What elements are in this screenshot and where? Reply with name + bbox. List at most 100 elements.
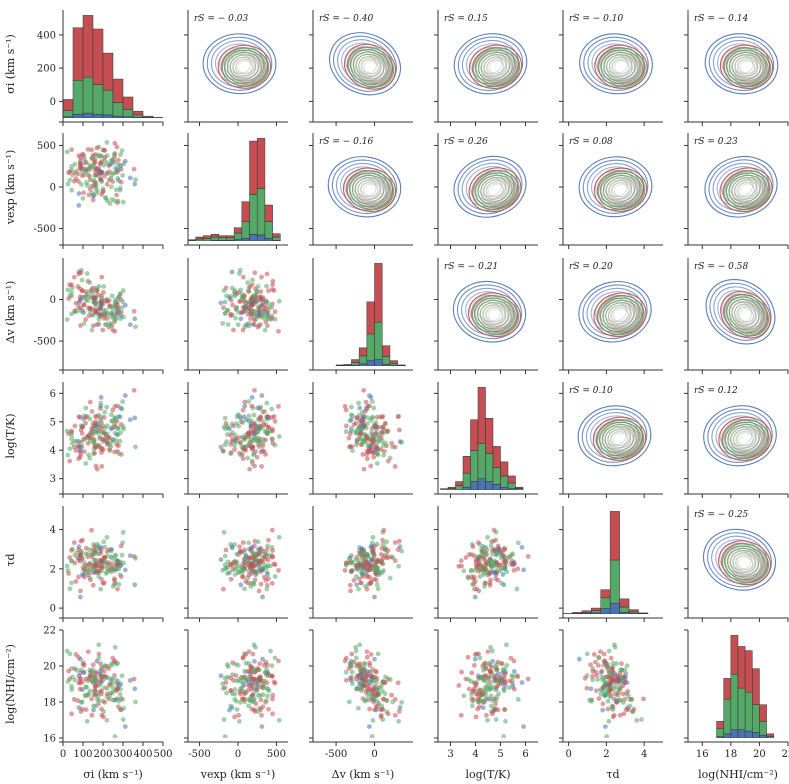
scatter-point <box>368 444 374 450</box>
contour-line <box>453 33 528 95</box>
hist-bar-green <box>132 114 144 118</box>
scatter-point <box>502 547 508 552</box>
contour-line <box>577 405 652 467</box>
scatter-point <box>357 550 363 556</box>
scatter-point <box>270 282 275 288</box>
contour-line <box>602 174 641 206</box>
scatter-point <box>264 586 270 592</box>
scatter-point <box>372 594 377 600</box>
contour-line <box>583 36 649 91</box>
contour-line <box>232 56 257 77</box>
scatter-point <box>108 554 114 560</box>
scatter-point <box>96 574 102 579</box>
scatter-point <box>83 294 89 299</box>
scatter-point <box>81 321 87 326</box>
scatter-point <box>250 445 255 450</box>
scatter-point <box>252 270 258 276</box>
scatter-point <box>250 296 255 301</box>
scatter-point <box>263 437 268 443</box>
contour-line <box>604 426 637 453</box>
scatter-point <box>101 673 107 679</box>
scatter-point <box>94 308 100 314</box>
scatter-point <box>218 673 224 679</box>
hist-bar-blue <box>730 729 739 738</box>
scatter-point <box>99 564 104 570</box>
scatter-point <box>608 686 614 692</box>
scatter-point <box>265 300 270 306</box>
hist-bar-red <box>500 461 509 477</box>
x-tick-label: 22 <box>782 749 789 760</box>
scatter-point <box>86 192 92 198</box>
panel-content <box>452 280 527 343</box>
scatter-point <box>609 666 615 672</box>
contour-line <box>610 431 629 447</box>
contour-line <box>359 181 382 200</box>
scatter-point <box>110 583 116 589</box>
scatter-point <box>511 567 517 573</box>
scatter-point <box>118 152 123 158</box>
scatter-point <box>621 674 627 680</box>
scatter-point <box>218 300 224 306</box>
scatter-point <box>99 691 104 697</box>
scatter-point <box>265 310 270 316</box>
contour-line <box>482 179 510 202</box>
scatter-point <box>96 651 102 657</box>
panel-1-2: rS = − 0.16 <box>309 133 413 249</box>
scatter-point <box>85 572 91 578</box>
hist-bar-red <box>455 481 464 487</box>
contour-line <box>581 408 648 463</box>
scatter-point <box>87 186 93 192</box>
scatter-point <box>356 400 361 406</box>
scatter-point <box>71 274 77 280</box>
scatter-point <box>264 314 270 320</box>
scatter-point <box>71 696 77 702</box>
panel-0-5: rS = − 0.14 <box>684 10 789 126</box>
scatter-point <box>361 387 367 393</box>
contour-line <box>611 182 630 198</box>
scatter-point <box>109 676 114 682</box>
spearman-label: rS = 0.08 <box>569 137 613 147</box>
scatter-point <box>373 684 379 690</box>
contour-line <box>726 172 768 209</box>
scatter-point <box>368 394 374 400</box>
scatter-point <box>606 718 612 724</box>
scatter-point <box>250 277 255 283</box>
scatter-point <box>510 681 516 687</box>
hist-bar-blue <box>500 486 509 490</box>
contour-line <box>327 156 402 218</box>
scatter-point <box>243 678 249 683</box>
y-tick-label: 6 <box>50 389 56 400</box>
scatter-point <box>269 527 275 533</box>
scatter-point <box>342 567 348 573</box>
y-tick-label: 4 <box>50 446 56 457</box>
contour-line <box>726 49 769 85</box>
scatter-point <box>221 586 226 592</box>
scatter-point <box>99 463 105 469</box>
hist-bar-green <box>63 110 74 118</box>
scatter-point <box>380 556 386 562</box>
scatter-point <box>83 420 88 426</box>
scatter-point <box>250 321 256 327</box>
spearman-label: rS = − 0.58 <box>694 262 748 272</box>
y-tick-label: 18 <box>43 698 56 709</box>
scatter-point <box>99 179 105 185</box>
scatter-point <box>222 311 228 316</box>
scatter-point <box>367 436 372 442</box>
scatter-point <box>120 696 126 702</box>
scatter-point <box>264 283 269 289</box>
y-tick-label: 500 <box>37 141 56 152</box>
scatter-point <box>618 698 624 703</box>
scatter-point <box>373 692 378 698</box>
scatter-point <box>96 283 102 289</box>
panel-content <box>456 527 531 600</box>
scatter-point <box>481 688 487 694</box>
scatter-point <box>77 160 83 166</box>
scatter-point <box>359 554 365 560</box>
scatter-point <box>102 409 107 415</box>
scatter-point <box>112 566 118 571</box>
scatter-point <box>83 562 88 568</box>
scatter-point <box>371 454 377 460</box>
scatter-point <box>234 304 240 310</box>
scatter-point <box>87 280 93 286</box>
hist-bar-red <box>477 387 486 444</box>
